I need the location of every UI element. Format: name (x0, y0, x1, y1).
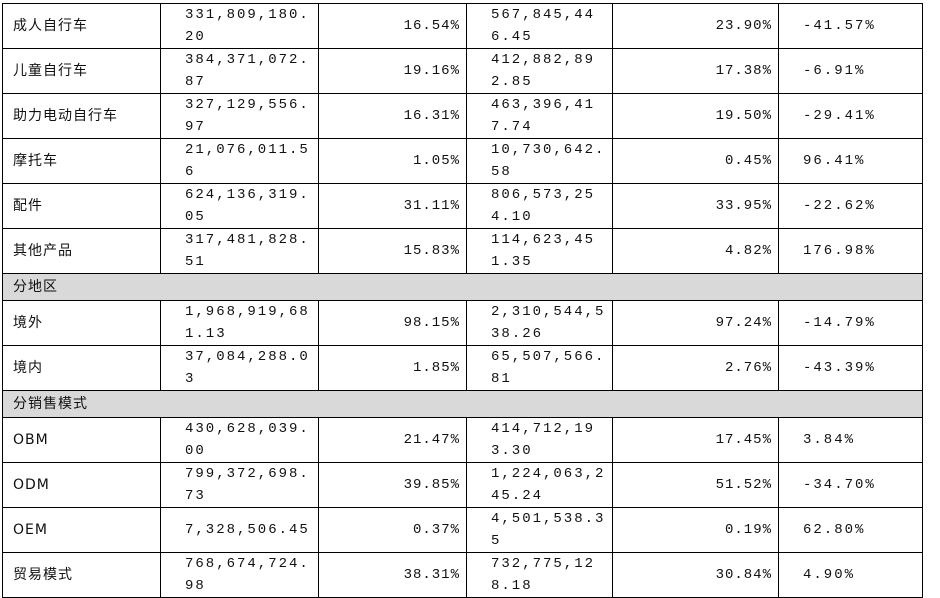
data-row: 配件 624,136,319.05 31.11% 806,573,254.10 33.9… (2, 183, 923, 229)
section-row: 分销售模式 (2, 390, 923, 418)
cell: 16.31% (318, 93, 467, 139)
cell: 2,310,544,538.26 (466, 300, 613, 346)
cell: 1.05% (318, 138, 467, 184)
cell: 4,501,538.35 (466, 507, 613, 553)
data-row: 助力电动自行车 327,129,556.97 16.31% 463,396,417.7… (2, 93, 923, 139)
data-row: 成人自行车 331,809,180.20 16.54% 567,845,446.45 2… (2, 3, 923, 49)
cell: 0.37% (318, 507, 467, 553)
cell: -41.57% (778, 3, 923, 49)
row-label: 境内 (2, 345, 161, 391)
cell: 463,396,417.74 (466, 93, 613, 139)
cell: 176.98% (778, 228, 923, 274)
cell: 97.24% (612, 300, 779, 346)
cell: 331,809,180.20 (160, 3, 319, 49)
cell: 38.31% (318, 552, 467, 598)
data-row: 境外 1,968,919,681.13 98.15% 2,310,544,538.26… (2, 300, 923, 346)
cell: 4.82% (612, 228, 779, 274)
cell: 0.19% (612, 507, 779, 553)
data-row: ODM 799,372,698.73 39.85% 1,224,063,245.24 5… (2, 462, 923, 508)
cell: 114,623,451.35 (466, 228, 613, 274)
cell: 768,674,724.98 (160, 552, 319, 598)
data-row: 境内 37,084,288.03 1.85% 65,507,566.81 2.76% -4… (2, 345, 923, 391)
row-label: 儿童自行车 (2, 48, 161, 94)
page: 成人自行车 331,809,180.20 16.54% 567,845,446.45 2… (2, 3, 923, 598)
cell: 799,372,698.73 (160, 462, 319, 508)
cell: 806,573,254.10 (466, 183, 613, 229)
cell: 21,076,011.56 (160, 138, 319, 184)
cell: 31.11% (318, 183, 467, 229)
cell: -43.39% (778, 345, 923, 391)
cell: 732,775,128.18 (466, 552, 613, 598)
cell: 414,712,193.30 (466, 417, 613, 463)
row-label: 境外 (2, 300, 161, 346)
section-label: 分地区 (2, 273, 923, 301)
cell: 17.45% (612, 417, 779, 463)
cell: 19.16% (318, 48, 467, 94)
cell: 15.83% (318, 228, 467, 274)
section-label: 分销售模式 (2, 390, 923, 418)
data-row: OBM 430,628,039.00 21.47% 414,712,193.30 17.… (2, 417, 923, 463)
cell: -14.79% (778, 300, 923, 346)
cell: 96.41% (778, 138, 923, 184)
cell: 23.90% (612, 3, 779, 49)
cell: 65,507,566.81 (466, 345, 613, 391)
cell: 0.45% (612, 138, 779, 184)
data-table: 成人自行车 331,809,180.20 16.54% 567,845,446.45 2… (2, 3, 923, 598)
row-label: 摩托车 (2, 138, 161, 184)
row-label: OEM (2, 507, 161, 553)
cell: 51.52% (612, 462, 779, 508)
cell: 21.47% (318, 417, 467, 463)
data-row: 其他产品 317,481,828.51 15.83% 114,623,451.35 4.… (2, 228, 923, 274)
data-row: 贸易模式 768,674,724.98 38.31% 732,775,128.18 30… (2, 552, 923, 598)
cell: 30.84% (612, 552, 779, 598)
cell: 62.80% (778, 507, 923, 553)
cell: 2.76% (612, 345, 779, 391)
cell: -34.70% (778, 462, 923, 508)
cell: 1,224,063,245.24 (466, 462, 613, 508)
cell: 10,730,642.58 (466, 138, 613, 184)
table-body: 成人自行车 331,809,180.20 16.54% 567,845,446.45 2… (2, 3, 923, 598)
row-label: 助力电动自行车 (2, 93, 161, 139)
row-label: 其他产品 (2, 228, 161, 274)
cell: -22.62% (778, 183, 923, 229)
cell: 430,628,039.00 (160, 417, 319, 463)
cell: 1,968,919,681.13 (160, 300, 319, 346)
cell: -29.41% (778, 93, 923, 139)
cell: 7,328,506.45 (160, 507, 319, 553)
section-row: 分地区 (2, 273, 923, 301)
cell: 33.95% (612, 183, 779, 229)
cell: 98.15% (318, 300, 467, 346)
row-label: 成人自行车 (2, 3, 161, 49)
cell: 624,136,319.05 (160, 183, 319, 229)
data-row: 儿童自行车 384,371,072.87 19.16% 412,882,892.85 1… (2, 48, 923, 94)
cell: 4.90% (778, 552, 923, 598)
cell: 17.38% (612, 48, 779, 94)
cell: 16.54% (318, 3, 467, 49)
cell: 19.50% (612, 93, 779, 139)
cell: 3.84% (778, 417, 923, 463)
cell: 412,882,892.85 (466, 48, 613, 94)
cell: 39.85% (318, 462, 467, 508)
cell: 37,084,288.03 (160, 345, 319, 391)
cell: 567,845,446.45 (466, 3, 613, 49)
cell: 317,481,828.51 (160, 228, 319, 274)
cell: 384,371,072.87 (160, 48, 319, 94)
row-label: OBM (2, 417, 161, 463)
cell: 327,129,556.97 (160, 93, 319, 139)
row-label: 配件 (2, 183, 161, 229)
cell: -6.91% (778, 48, 923, 94)
data-row: OEM 7,328,506.45 0.37% 4,501,538.35 0.19% 62.… (2, 507, 923, 553)
data-row: 摩托车 21,076,011.56 1.05% 10,730,642.58 0.45% 9… (2, 138, 923, 184)
row-label: ODM (2, 462, 161, 508)
cell: 1.85% (318, 345, 467, 391)
row-label: 贸易模式 (2, 552, 161, 598)
